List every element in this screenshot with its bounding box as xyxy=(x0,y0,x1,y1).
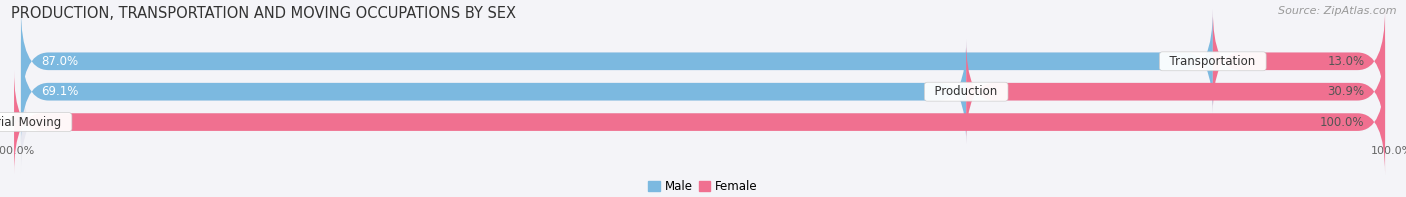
FancyBboxPatch shape xyxy=(14,70,1385,174)
Text: 0.0%: 0.0% xyxy=(0,116,28,129)
FancyBboxPatch shape xyxy=(21,40,1385,144)
FancyBboxPatch shape xyxy=(21,9,1385,113)
Text: Transportation: Transportation xyxy=(1163,55,1263,68)
Text: Production: Production xyxy=(928,85,1005,98)
FancyBboxPatch shape xyxy=(966,40,1385,144)
FancyBboxPatch shape xyxy=(21,70,1385,174)
Text: 69.1%: 69.1% xyxy=(42,85,79,98)
Text: 87.0%: 87.0% xyxy=(42,55,79,68)
Legend: Male, Female: Male, Female xyxy=(644,175,762,197)
Text: PRODUCTION, TRANSPORTATION AND MOVING OCCUPATIONS BY SEX: PRODUCTION, TRANSPORTATION AND MOVING OC… xyxy=(11,6,516,21)
Text: Source: ZipAtlas.com: Source: ZipAtlas.com xyxy=(1278,6,1396,16)
FancyBboxPatch shape xyxy=(21,40,966,144)
Text: 30.9%: 30.9% xyxy=(1327,85,1364,98)
FancyBboxPatch shape xyxy=(21,9,1213,113)
Text: 13.0%: 13.0% xyxy=(1327,55,1364,68)
Text: Material Moving: Material Moving xyxy=(0,116,69,129)
FancyBboxPatch shape xyxy=(1213,9,1385,113)
Text: 100.0%: 100.0% xyxy=(1320,116,1364,129)
